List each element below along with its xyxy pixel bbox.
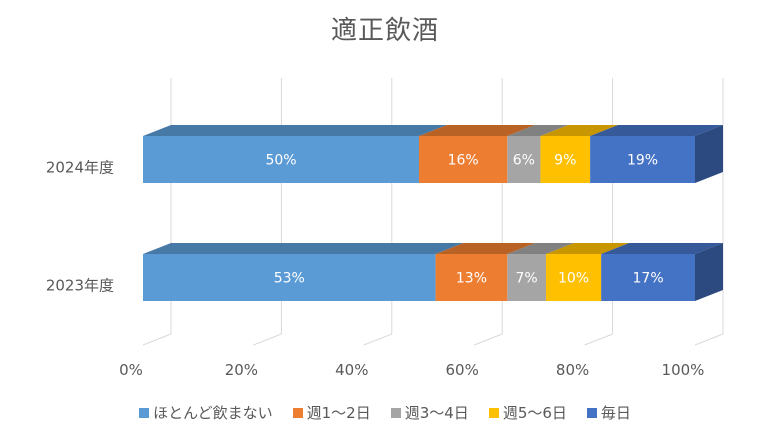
legend-swatch	[139, 407, 150, 418]
floor-gridline	[474, 333, 503, 346]
bar-segment	[507, 136, 541, 183]
legend-label: 週5～6日	[502, 404, 567, 422]
bar-segment	[419, 136, 508, 183]
bar-group: 53% 13% 7% 10% 17%	[143, 243, 723, 301]
bar-segment	[143, 136, 419, 183]
data-label: 6%	[513, 153, 535, 169]
legend-item: 毎日	[586, 402, 631, 423]
legend-label: 週3～4日	[404, 404, 469, 422]
floor-gridline	[363, 333, 392, 346]
floor-gridline	[142, 333, 172, 346]
bar-segment	[540, 136, 591, 183]
data-label: 10%	[558, 271, 589, 287]
legend-swatch	[390, 407, 401, 418]
x-tick-label: 0%	[119, 361, 143, 379]
floor-gridline	[694, 333, 724, 346]
bar-top-face	[601, 243, 723, 254]
bar-top-face	[507, 125, 569, 136]
bar-segment	[590, 136, 695, 183]
legend-label: 週1～2日	[306, 404, 371, 422]
data-label: 19%	[627, 153, 658, 169]
bar-top-face	[419, 125, 536, 136]
bar-top-face	[143, 243, 464, 254]
x-tick-label: 80%	[556, 361, 589, 379]
legend-swatch	[586, 407, 597, 418]
data-label: 16%	[448, 153, 479, 169]
x-tick-label: 60%	[446, 361, 479, 379]
legend-item: 週3～4日	[390, 402, 469, 423]
category-label: 2023年度	[46, 277, 114, 295]
bar-segment	[545, 254, 602, 301]
legend-item: 週5～6日	[488, 402, 567, 423]
bar-top-face	[507, 243, 574, 254]
category-label: 2024年度	[46, 159, 114, 177]
bar-top-face	[143, 125, 447, 136]
bar-top-face	[540, 125, 619, 136]
bar-top-face	[435, 243, 536, 254]
legend-label: ほとんど飲まない	[153, 404, 273, 422]
bar-segment	[143, 254, 436, 301]
legend-item: 週1～2日	[292, 402, 371, 423]
data-label: 50%	[265, 153, 296, 169]
bar-segment	[601, 254, 695, 301]
legend-swatch	[488, 407, 499, 418]
data-label: 13%	[456, 271, 487, 287]
data-label: 53%	[274, 271, 305, 287]
legend: ほとんど飲まない 週1～2日 週3～4日 週5～6日 毎日	[0, 402, 770, 423]
legend-label: 毎日	[600, 404, 631, 422]
bar-segment	[507, 254, 546, 301]
x-tick-label: 100%	[662, 361, 705, 379]
bar-side-face	[695, 243, 723, 301]
x-tick-label: 20%	[225, 361, 258, 379]
data-label: 17%	[633, 271, 664, 287]
gridlines	[142, 78, 724, 346]
bar-segment	[435, 254, 508, 301]
chart-title: 適正飲酒	[330, 16, 439, 46]
data-label: 7%	[516, 271, 538, 287]
legend-swatch	[292, 407, 303, 418]
bar-side-face	[695, 125, 723, 183]
bar-group: 50% 16% 6% 9% 19%	[143, 125, 723, 183]
data-label: 9%	[554, 153, 576, 169]
bar-top-face	[590, 125, 723, 136]
x-tick-label: 40%	[335, 361, 368, 379]
floor-gridline	[584, 333, 613, 346]
bar-top-face	[545, 243, 630, 254]
legend-item: ほとんど飲まない	[139, 402, 273, 423]
floor-gridline	[253, 333, 282, 346]
